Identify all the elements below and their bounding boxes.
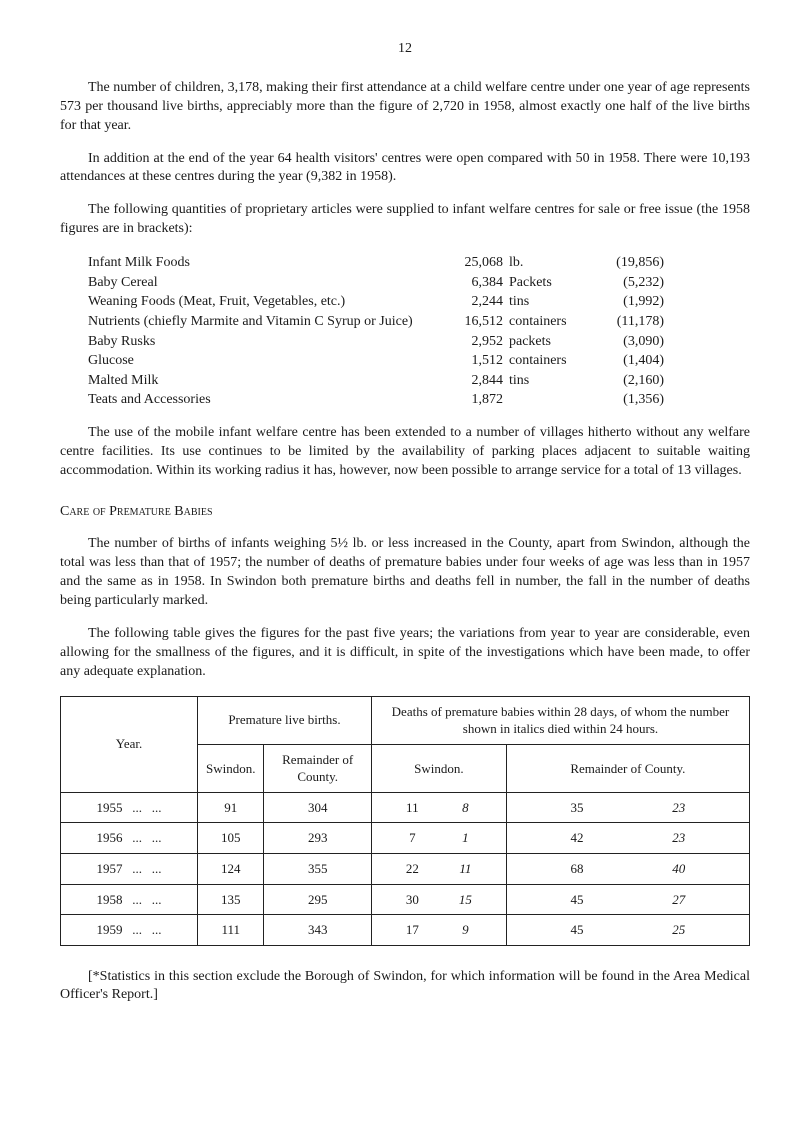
cell-year: 1955 ... ... — [61, 792, 198, 823]
supply-prev: (19,856) — [594, 253, 664, 273]
supply-qty: 2,952 — [448, 332, 509, 352]
supply-item: Infant Milk Foods — [88, 253, 448, 273]
table-row: 1955 ... ... 91 304 118 3523 — [61, 792, 750, 823]
supply-prev: (2,160) — [594, 371, 664, 391]
supply-item: Weaning Foods (Meat, Fruit, Vegetables, … — [88, 292, 448, 312]
cell-births-swindon: 91 — [198, 792, 264, 823]
table-header-row: Year. Premature live births. Deaths of p… — [61, 696, 750, 744]
supply-qty: 1,512 — [448, 351, 509, 371]
paragraph-1: The number of children, 3,178, making th… — [60, 79, 750, 136]
supply-row: Weaning Foods (Meat, Fruit, Vegetables, … — [88, 292, 750, 312]
supply-qty: 2,244 — [448, 292, 509, 312]
supply-unit — [509, 390, 594, 410]
supply-row: Baby Rusks 2,952 packets (3,090) — [88, 332, 750, 352]
header-deaths: Deaths of premature babies within 28 day… — [371, 696, 749, 744]
paragraph-5: The number of births of infants weighing… — [60, 535, 750, 611]
supply-row: Glucose 1,512 containers (1,404) — [88, 351, 750, 371]
cell-year: 1958 ... ... — [61, 884, 198, 915]
subheader-swindon: Swindon. — [371, 744, 506, 792]
subheader-swindon: Swindon. — [198, 744, 264, 792]
cell-deaths-swindon: 179 — [371, 915, 506, 946]
supply-item: Glucose — [88, 351, 448, 371]
premature-table: Year. Premature live births. Deaths of p… — [60, 696, 750, 946]
table-row: 1956 ... ... 105 293 71 4223 — [61, 823, 750, 854]
paragraph-6: The following table gives the figures fo… — [60, 625, 750, 682]
cell-year: 1957 ... ... — [61, 853, 198, 884]
cell-births-remainder: 304 — [264, 792, 371, 823]
footnote: [*Statistics in this section exclude the… — [60, 968, 750, 1006]
supply-prev: (1,992) — [594, 292, 664, 312]
paragraph-4: The use of the mobile infant welfare cen… — [60, 424, 750, 481]
supply-unit: Packets — [509, 273, 594, 293]
supply-item: Nutrients (chiefly Marmite and Vitamin C… — [88, 312, 448, 332]
cell-births-remainder: 343 — [264, 915, 371, 946]
supply-row: Malted Milk 2,844 tins (2,160) — [88, 371, 750, 391]
supply-qty: 16,512 — [448, 312, 509, 332]
supply-unit: tins — [509, 292, 594, 312]
supply-prev: (11,178) — [594, 312, 664, 332]
supply-list: Infant Milk Foods 25,068 lb. (19,856) Ba… — [88, 253, 750, 410]
cell-deaths-remainder: 4527 — [506, 884, 749, 915]
cell-deaths-swindon: 3015 — [371, 884, 506, 915]
supply-unit: containers — [509, 312, 594, 332]
supply-unit: containers — [509, 351, 594, 371]
paragraph-3: The following quantities of proprietary … — [60, 201, 750, 239]
supply-unit: tins — [509, 371, 594, 391]
supply-item: Teats and Accessories — [88, 390, 448, 410]
supply-qty: 2,844 — [448, 371, 509, 391]
supply-qty: 25,068 — [448, 253, 509, 273]
supply-prev: (5,232) — [594, 273, 664, 293]
cell-deaths-remainder: 3523 — [506, 792, 749, 823]
cell-deaths-swindon: 71 — [371, 823, 506, 854]
supply-prev: (1,404) — [594, 351, 664, 371]
paragraph-2: In addition at the end of the year 64 he… — [60, 150, 750, 188]
supply-row: Teats and Accessories 1,872 (1,356) — [88, 390, 750, 410]
subheader-remainder: Remainder of County. — [506, 744, 749, 792]
cell-births-remainder: 355 — [264, 853, 371, 884]
cell-births-remainder: 295 — [264, 884, 371, 915]
supply-prev: (3,090) — [594, 332, 664, 352]
cell-year: 1956 ... ... — [61, 823, 198, 854]
table-row: 1957 ... ... 124 355 2211 6840 — [61, 853, 750, 884]
cell-births-swindon: 111 — [198, 915, 264, 946]
subheader-remainder: Remainder of County. — [264, 744, 371, 792]
supply-prev: (1,356) — [594, 390, 664, 410]
supply-row: Nutrients (chiefly Marmite and Vitamin C… — [88, 312, 750, 332]
supply-qty: 1,872 — [448, 390, 509, 410]
header-year: Year. — [61, 696, 198, 792]
table-row: 1959 ... ... 111 343 179 4525 — [61, 915, 750, 946]
cell-year: 1959 ... ... — [61, 915, 198, 946]
cell-births-swindon: 135 — [198, 884, 264, 915]
supply-item: Malted Milk — [88, 371, 448, 391]
supply-item: Baby Cereal — [88, 273, 448, 293]
cell-deaths-remainder: 4223 — [506, 823, 749, 854]
supply-unit: lb. — [509, 253, 594, 273]
supply-row: Infant Milk Foods 25,068 lb. (19,856) — [88, 253, 750, 273]
cell-births-swindon: 124 — [198, 853, 264, 884]
cell-deaths-remainder: 6840 — [506, 853, 749, 884]
cell-births-swindon: 105 — [198, 823, 264, 854]
page-number: 12 — [60, 40, 750, 59]
cell-births-remainder: 293 — [264, 823, 371, 854]
supply-unit: packets — [509, 332, 594, 352]
header-births: Premature live births. — [198, 696, 372, 744]
supply-item: Baby Rusks — [88, 332, 448, 352]
section-heading: Care of Premature Babies — [60, 503, 750, 522]
cell-deaths-swindon: 118 — [371, 792, 506, 823]
cell-deaths-swindon: 2211 — [371, 853, 506, 884]
supply-row: Baby Cereal 6,384 Packets (5,232) — [88, 273, 750, 293]
cell-deaths-remainder: 4525 — [506, 915, 749, 946]
supply-qty: 6,384 — [448, 273, 509, 293]
table-row: 1958 ... ... 135 295 3015 4527 — [61, 884, 750, 915]
